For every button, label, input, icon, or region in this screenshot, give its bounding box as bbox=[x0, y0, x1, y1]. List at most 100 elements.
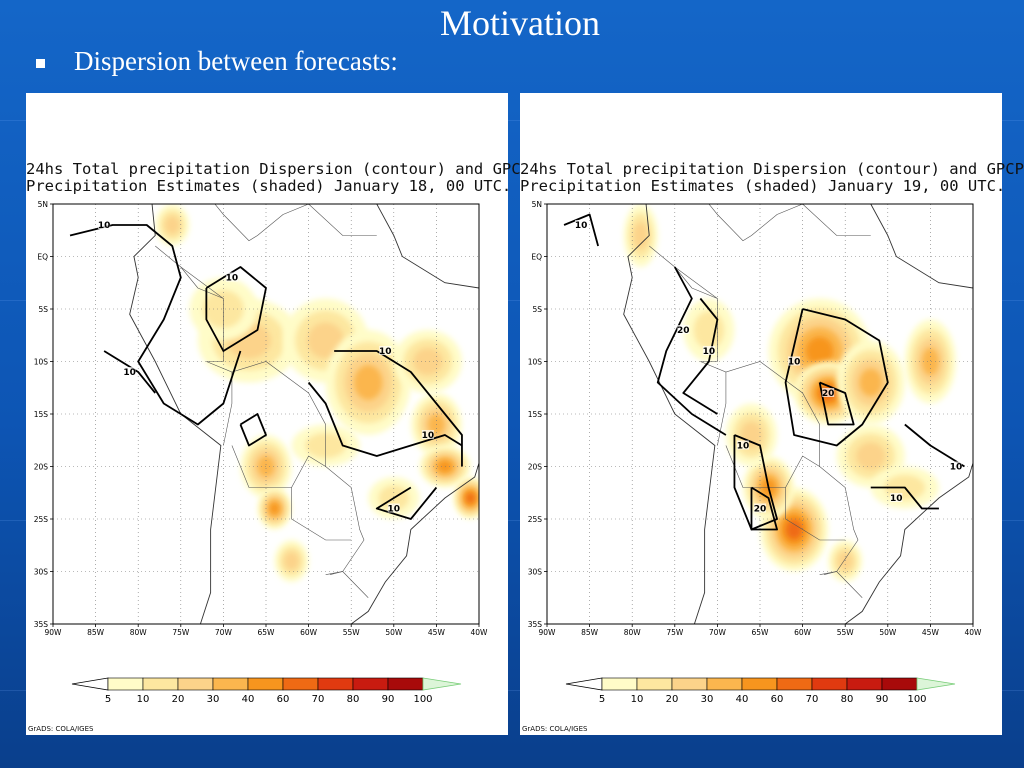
map-title-line2: Precipitation Estimates (shaded) January… bbox=[26, 177, 512, 195]
map-plot: 10 10 10 10 10 10 90W 85W 80W 75W 70W 65W 60W 55W 50W 4… bbox=[34, 200, 489, 637]
precip-blob bbox=[437, 460, 452, 473]
colorbar-label: 40 bbox=[736, 694, 749, 705]
contour-label: 10 bbox=[388, 505, 401, 515]
contour-label: 10 bbox=[890, 494, 903, 504]
lon-tick-label: 70W bbox=[215, 628, 233, 637]
lon-tick-label: 55W bbox=[343, 628, 361, 637]
colorbar-swatch bbox=[107, 677, 144, 691]
colorbar-swatch bbox=[741, 677, 778, 691]
dispersion-contour bbox=[750, 486, 778, 531]
lon-tick-label: 50W bbox=[879, 628, 897, 637]
colorbar: 5 10 20 30 40 60 70 80 90 100 bbox=[71, 677, 462, 705]
country-border bbox=[674, 266, 859, 575]
colorbar-swatch bbox=[282, 677, 319, 691]
lat-tick-label: EQ bbox=[531, 253, 542, 262]
colorbar-swatch bbox=[846, 677, 883, 691]
slide-title: Motivation bbox=[440, 3, 600, 43]
country-border bbox=[214, 204, 377, 242]
colorbar-label: 70 bbox=[806, 694, 819, 705]
lon-tick-label: 45W bbox=[922, 628, 940, 637]
colorbar-label: 70 bbox=[312, 694, 325, 705]
colorbar-label: 20 bbox=[172, 694, 185, 705]
map-panel-right: 24hs Total precipitation Dispersion (con… bbox=[520, 93, 1024, 735]
map-title: 24hs Total precipitation Dispersion (con… bbox=[520, 161, 1024, 195]
contour-label: 10 bbox=[737, 442, 750, 452]
contour-label: 10 bbox=[98, 221, 111, 231]
contour-label: 10 bbox=[226, 274, 239, 284]
precip-blob bbox=[466, 493, 475, 503]
contour-label: 10 bbox=[788, 358, 801, 368]
lon-tick-label: 75W bbox=[666, 628, 684, 637]
dispersion-contour bbox=[904, 423, 965, 468]
colorbar: 5 10 20 30 40 60 70 80 90 100 bbox=[565, 677, 956, 705]
map-panel-left: 24hs Total precipitation Dispersion (con… bbox=[26, 93, 530, 735]
bullet-text: Dispersion between forecasts: bbox=[74, 46, 398, 76]
dispersion-contour bbox=[205, 266, 267, 352]
lat-tick-label: 25S bbox=[528, 515, 543, 524]
lat-tick-label: 5N bbox=[38, 200, 48, 209]
colorbar-label: 90 bbox=[382, 694, 395, 705]
colorbar-label: 100 bbox=[907, 694, 926, 705]
lon-tick-label: 60W bbox=[300, 628, 318, 637]
contour-label: 20 bbox=[822, 389, 835, 399]
dispersion-contour bbox=[682, 297, 719, 415]
colorbar-label: 10 bbox=[137, 694, 150, 705]
lat-tick-label: 20S bbox=[528, 463, 543, 472]
map-title: 24hs Total precipitation Dispersion (con… bbox=[26, 161, 530, 195]
dispersion-contour bbox=[656, 266, 727, 436]
dispersion-contour bbox=[818, 381, 855, 426]
lat-tick-label: 10S bbox=[34, 358, 49, 367]
colorbar-swatch bbox=[142, 677, 179, 691]
colorbar-label: 40 bbox=[242, 694, 255, 705]
precip-blob bbox=[786, 519, 802, 540]
contour-label: 10 bbox=[575, 221, 588, 231]
bullet-marker bbox=[36, 59, 45, 68]
colorbar-swatch bbox=[212, 677, 249, 691]
colorbar-label: 10 bbox=[631, 694, 644, 705]
dispersion-contour bbox=[870, 486, 939, 510]
country-border bbox=[649, 245, 718, 299]
contour-label: 10 bbox=[703, 347, 716, 357]
precip-blob bbox=[269, 502, 280, 515]
colorbar-label: 90 bbox=[876, 694, 889, 705]
lon-tick-label: 80W bbox=[624, 628, 642, 637]
precip-blob bbox=[921, 347, 939, 376]
precip-blob bbox=[805, 336, 834, 366]
lon-tick-label: 65W bbox=[258, 628, 276, 637]
lat-tick-label: 10S bbox=[528, 358, 543, 367]
lat-tick-label: 25S bbox=[34, 515, 49, 524]
dispersion-contour bbox=[103, 350, 156, 394]
colorbar-swatch bbox=[352, 677, 389, 691]
colorbar-label: 80 bbox=[347, 694, 360, 705]
colorbar-label: 5 bbox=[599, 694, 605, 705]
grads-credit: GrADS: COLA/IGES bbox=[28, 725, 94, 733]
colorbar-label: 30 bbox=[207, 694, 220, 705]
colorbar-swatch bbox=[247, 677, 284, 691]
dispersion-contour bbox=[69, 224, 242, 426]
country-border bbox=[180, 266, 365, 575]
map-title-line1: 24hs Total precipitation Dispersion (con… bbox=[26, 160, 530, 178]
precip-blob bbox=[856, 442, 886, 470]
colorbar-swatch bbox=[317, 677, 354, 691]
contour-label: 10 bbox=[379, 347, 392, 357]
colorbar-label: 60 bbox=[277, 694, 290, 705]
colorbar-label: 60 bbox=[771, 694, 784, 705]
lat-tick-label: 5S bbox=[532, 305, 542, 314]
colorbar-high-arrow bbox=[422, 677, 462, 691]
lon-tick-label: 40W bbox=[471, 628, 489, 637]
colorbar-swatch bbox=[811, 677, 848, 691]
lon-tick-label: 60W bbox=[794, 628, 812, 637]
lat-tick-label: 15S bbox=[34, 410, 49, 419]
precip-blob bbox=[284, 552, 299, 570]
lat-tick-label: 15S bbox=[528, 410, 543, 419]
map-title-line1: 24hs Total precipitation Dispersion (con… bbox=[520, 160, 1024, 178]
dispersion-contour bbox=[563, 213, 599, 247]
lon-tick-label: 45W bbox=[428, 628, 446, 637]
country-border bbox=[785, 487, 846, 541]
colorbar-swatch bbox=[387, 677, 424, 691]
dispersion-contour bbox=[784, 308, 889, 447]
lon-tick-label: 55W bbox=[837, 628, 855, 637]
colorbar-swatch bbox=[776, 677, 813, 691]
lon-tick-label: 70W bbox=[709, 628, 727, 637]
country-border bbox=[223, 372, 233, 446]
